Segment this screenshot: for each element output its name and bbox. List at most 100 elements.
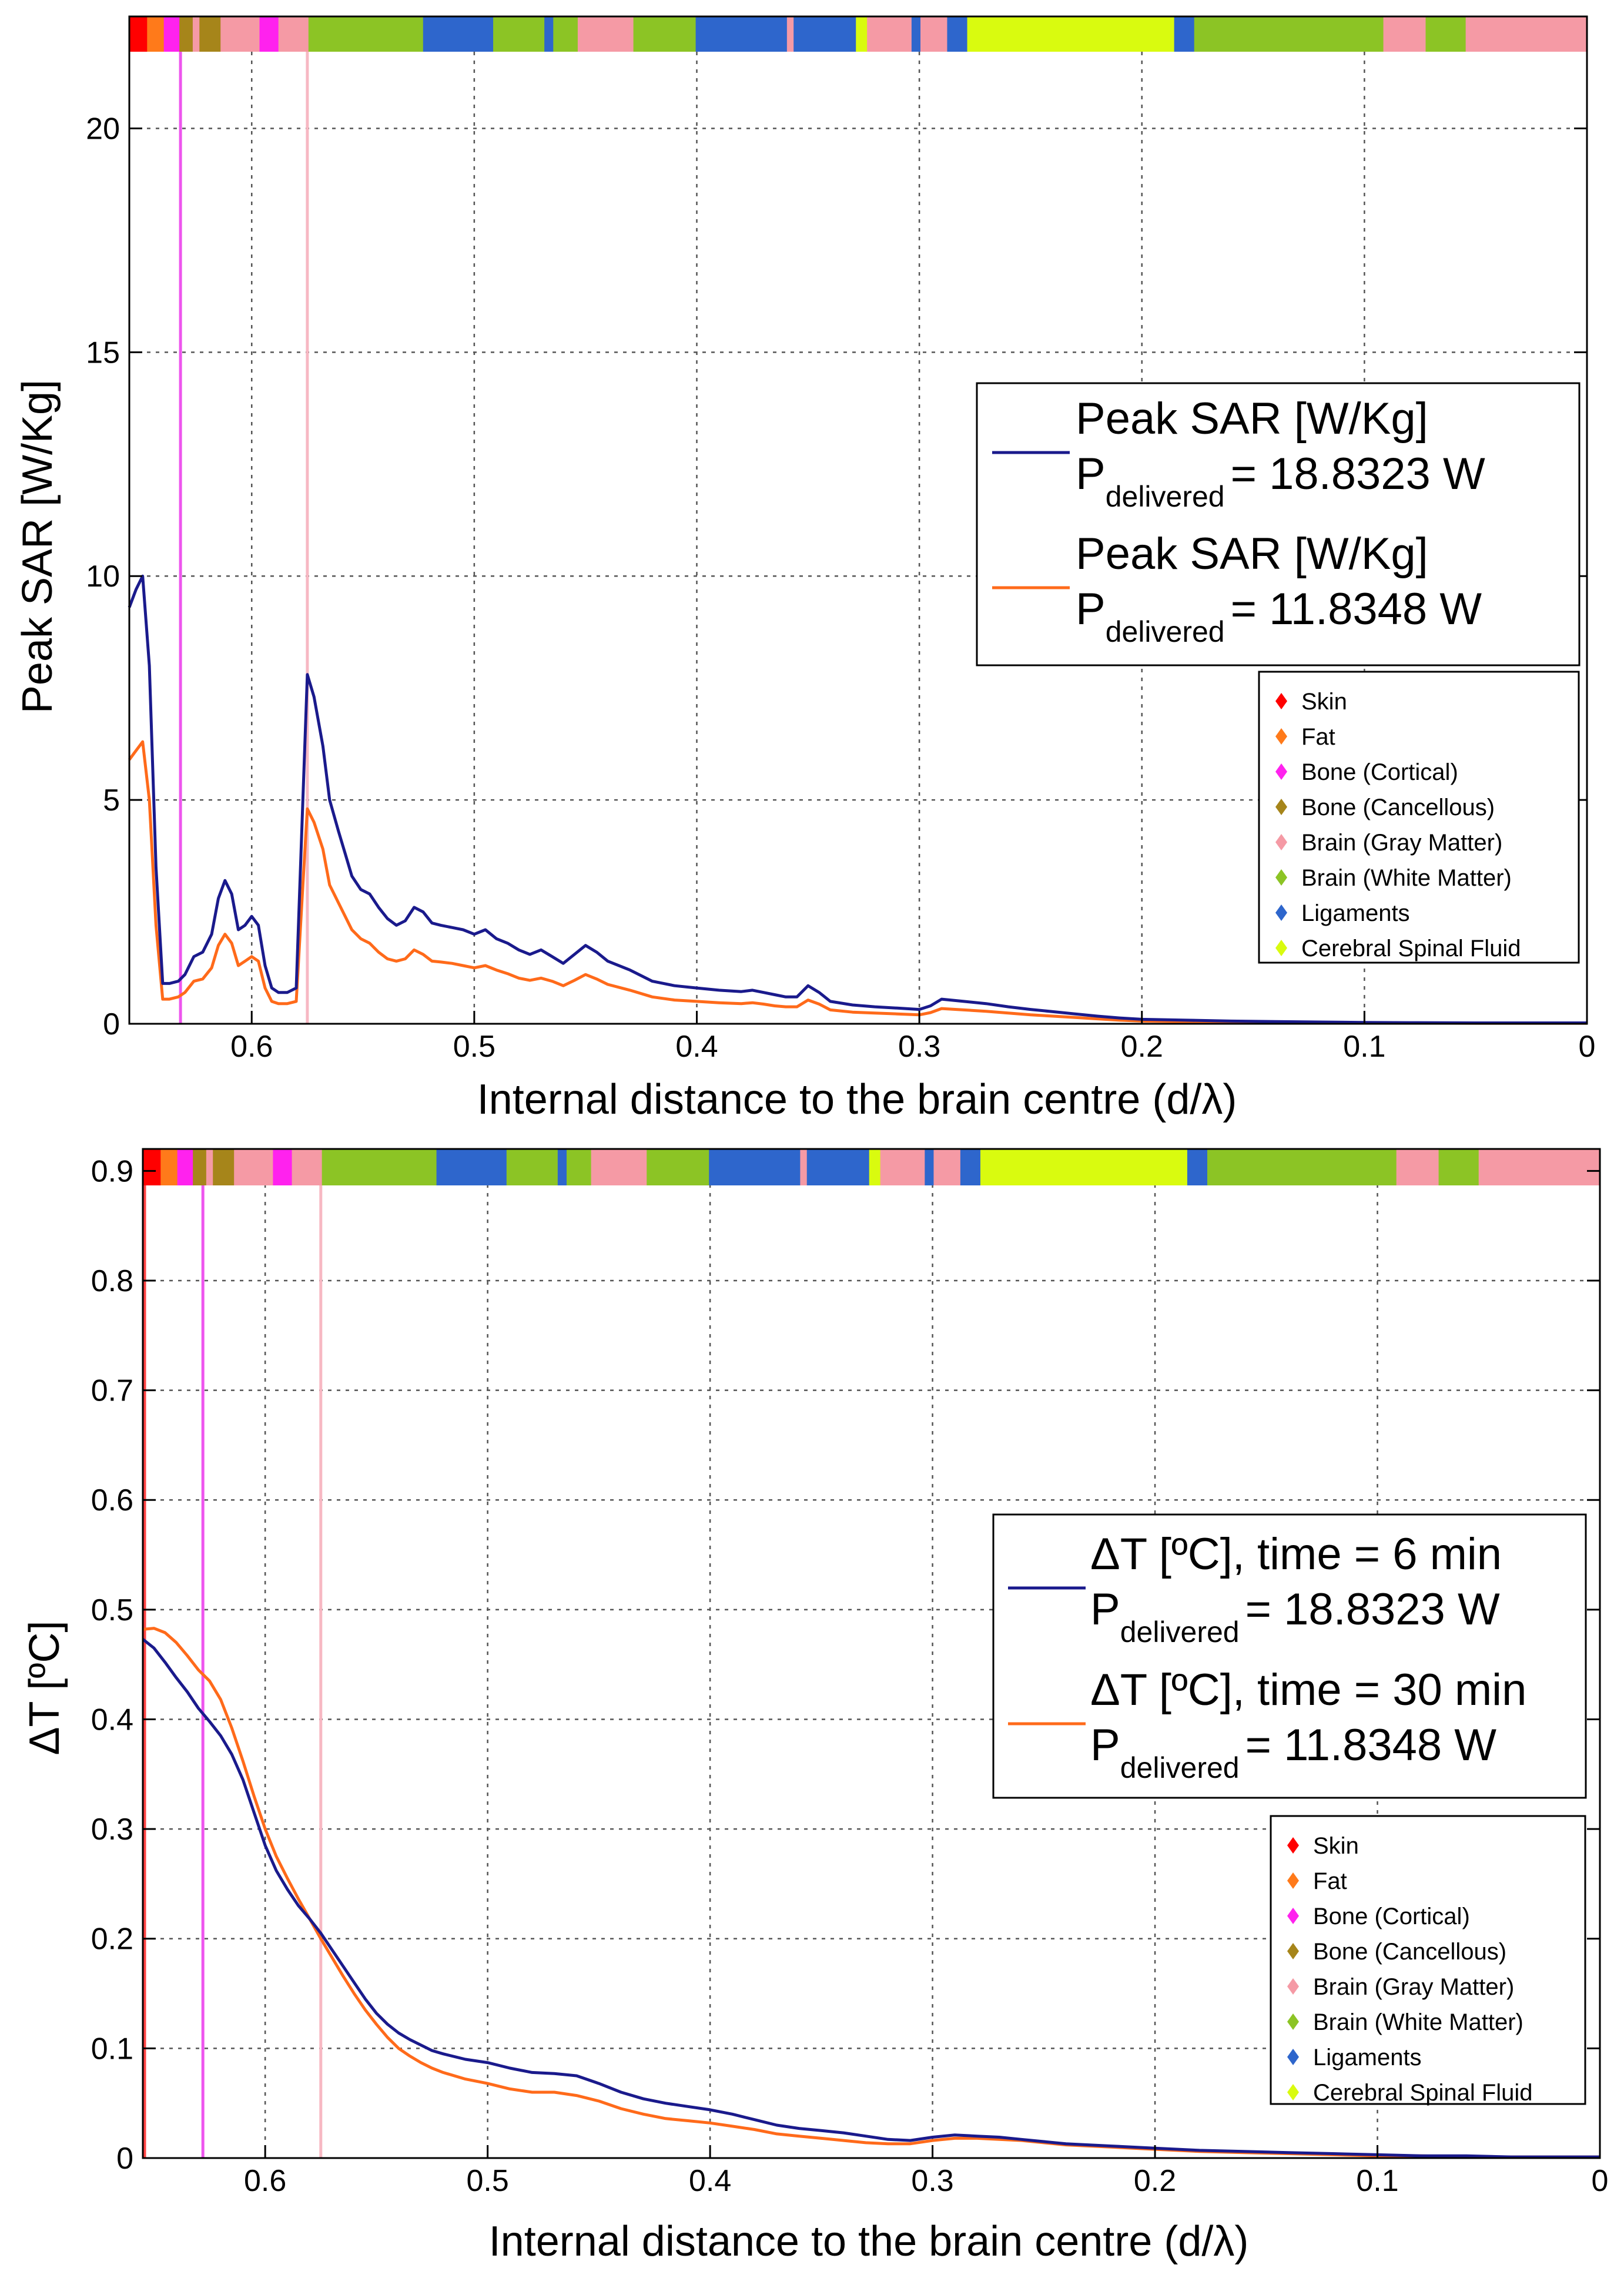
sar-x-tick-label-5: 0.1 (1343, 1030, 1385, 1064)
sar-strip-segment-11 (493, 16, 545, 52)
delta-t-series-group (142, 1627, 1600, 2159)
sar-plot-frame (128, 15, 1588, 1025)
delta-t-tissue-legend-marker-6 (1287, 2049, 1299, 2065)
delta-t-legend-2-p-sub: delivered (1120, 1751, 1240, 1784)
delta-t-tissue-legend-label-5: Brain (White Matter) (1313, 2009, 1523, 2035)
delta-t-strip-segment-18 (806, 1149, 870, 1185)
delta-t-legend-2-p: P (1090, 1720, 1120, 1770)
sar-tissue-legend-box (1258, 671, 1580, 964)
sar-x-tick-label-6: 0 (1579, 1030, 1596, 1064)
sar-strip-segment-29 (1465, 16, 1588, 52)
delta-t-tissue-legend-marker-4 (1287, 1978, 1299, 1995)
sar-y-tick-labels: 0 5 10 15 20 (86, 112, 120, 1041)
sar-tissue-legend-label-7: Cerebral Spinal Fluid (1301, 936, 1521, 961)
sar-tissue-boundary-lines (179, 16, 309, 1024)
sar-strip-segment-26 (1194, 16, 1384, 52)
sar-strip-segment-10 (423, 16, 494, 52)
delta-t-strip-segment-11 (506, 1149, 558, 1185)
delta-t-tissue-legend-label-1: Fat (1313, 1868, 1347, 1894)
delta-t-strip-segment-28 (1438, 1149, 1479, 1185)
delta-t-strip-segment-13 (566, 1149, 592, 1185)
sar-strip-segment-12 (544, 16, 554, 52)
sar-tissue-legend-label-1: Fat (1301, 724, 1335, 750)
sar-strip-segment-20 (867, 16, 912, 52)
sar-strip-segment-8 (278, 16, 309, 52)
sar-series-line-2 (128, 740, 1587, 1025)
sar-legend-1-p-sub: delivered (1106, 480, 1225, 513)
sar-legend-2-p: P (1076, 584, 1106, 634)
sar-series-group (128, 574, 1587, 1025)
delta-t-strip-segment-14 (591, 1149, 647, 1185)
sar-strip-segment-3 (179, 16, 193, 52)
delta-t-strip-segment-23 (960, 1149, 981, 1185)
sar-strip-segment-0 (129, 16, 148, 52)
delta-t-tissue-strip (143, 1149, 1600, 1185)
delta-t-strip-segment-19 (869, 1149, 881, 1185)
delta-t-x-tick-label-2: 0.4 (689, 2164, 731, 2198)
delta-t-strip-segment-22 (933, 1149, 961, 1185)
delta-t-strip-segment-0 (143, 1149, 161, 1185)
delta-t-tissue-legend-marker-2 (1287, 1908, 1299, 1924)
sar-x-tick-labels: 0.6 0.5 0.4 0.3 0.2 0.1 0 (230, 1030, 1595, 1064)
delta-t-legend-1-value: = 18.8323 W (1245, 1584, 1500, 1634)
sar-strip-segment-4 (192, 16, 200, 52)
sar-strip-segment-24 (967, 16, 1175, 52)
sar-series-legend-box (976, 382, 1581, 666)
sar-tissue-legend-marker-4 (1275, 834, 1287, 850)
sar-strip-segment-15 (633, 16, 697, 52)
sar-tissue-legend-marker-3 (1275, 799, 1287, 815)
delta-t-y-tick-label-3: 0.3 (91, 1812, 133, 1847)
sar-strip-segment-23 (947, 16, 968, 52)
delta-t-x-axis-label: Internal distance to the brain centre (d… (489, 2218, 1249, 2265)
delta-t-strip-segment-25 (1187, 1149, 1208, 1185)
delta-t-x-tick-label-6: 0 (1592, 2164, 1609, 2198)
sar-legend-2-title: Peak SAR [W/Kg] (1076, 529, 1428, 579)
delta-t-strip-segment-10 (436, 1149, 507, 1185)
sar-legend-2-power: Pdelivered = 11.8348 W (1076, 584, 1482, 648)
delta-t-strip-segment-8 (292, 1149, 323, 1185)
delta-t-x-tick-label-4: 0.2 (1134, 2164, 1176, 2198)
delta-t-y-tick-label-7: 0.7 (91, 1374, 133, 1408)
delta-t-strip-segment-29 (1478, 1149, 1600, 1185)
delta-t-plot-frame (142, 1148, 1601, 2159)
sar-tissue-legend-marker-1 (1275, 728, 1287, 745)
sar-strip-segment-5 (199, 16, 221, 52)
delta-t-legend-2-title: ΔT [ºC], time = 30 min (1090, 1665, 1526, 1715)
delta-t-legend-1-power: Pdelivered = 18.8323 W (1090, 1584, 1500, 1649)
sar-x-axis-label: Internal distance to the brain centre (d… (477, 1076, 1237, 1123)
delta-t-y-tick-label-0: 0 (116, 2142, 133, 2176)
delta-t-grid (143, 1149, 1600, 2158)
delta-t-chart: 0.6 0.5 0.4 0.3 0.2 0.1 0 00.10.20.30.40.50.60… (21, 1148, 1608, 2265)
delta-t-tissue-legend: Skin Fat Bone (Cortical) Bone (Cancellous) B… (1270, 1815, 1586, 2106)
sar-tissue-legend: Skin Fat Bone (Cortical) Bone (Cancellous) B… (1258, 671, 1580, 964)
delta-t-strip-segment-3 (193, 1149, 207, 1185)
delta-t-strip-segment-27 (1396, 1149, 1439, 1185)
sar-legend-2-value: = 11.8348 W (1231, 584, 1482, 634)
delta-t-strip-segment-5 (213, 1149, 235, 1185)
delta-t-tissue-legend-marker-0 (1287, 1837, 1299, 1854)
delta-t-strip-segment-9 (322, 1149, 437, 1185)
sar-tissue-legend-label-3: Bone (Cancellous) (1301, 795, 1495, 820)
delta-t-tissue-legend-label-2: Bone (Cortical) (1313, 1904, 1470, 1929)
delta-t-series-legend: ΔT [ºC], time = 6 min Pdelivered = 18.832… (992, 1513, 1587, 1799)
sar-strip-segment-13 (553, 16, 578, 52)
sar-tissue-legend-label-0: Skin (1301, 689, 1347, 715)
delta-t-legend-1-p-sub: delivered (1120, 1616, 1240, 1649)
sar-tissue-legend-label-2: Bone (Cortical) (1301, 759, 1458, 785)
sar-tissue-legend-marker-0 (1275, 693, 1287, 709)
sar-legend-1-title: Peak SAR [W/Kg] (1076, 394, 1428, 444)
sar-strip-segment-25 (1174, 16, 1195, 52)
delta-t-tissue-legend-label-0: Skin (1313, 1833, 1359, 1859)
sar-x-tick-label-3: 0.3 (898, 1030, 940, 1064)
delta-t-x-tick-labels: 0.6 0.5 0.4 0.3 0.2 0.1 0 (244, 2164, 1608, 2198)
delta-t-legend-1-title: ΔT [ºC], time = 6 min (1090, 1529, 1502, 1579)
delta-t-y-tick-labels: 0 0.1 0.2 0.3 0.4 0.5 0.6 0.7 0.8 0.9 (91, 1154, 133, 2176)
delta-t-ticks (143, 1170, 1601, 2159)
sar-tissue-legend-label-6: Ligaments (1301, 900, 1410, 926)
sar-legend-2-p-sub: delivered (1106, 615, 1225, 648)
sar-tissue-legend-marker-5 (1275, 869, 1287, 886)
delta-t-strip-segment-7 (273, 1149, 293, 1185)
sar-y-tick-label-0: 0 (103, 1007, 120, 1041)
delta-t-y-tick-label-1: 0.1 (91, 2032, 133, 2066)
sar-y-tick-label-4: 20 (86, 112, 120, 146)
